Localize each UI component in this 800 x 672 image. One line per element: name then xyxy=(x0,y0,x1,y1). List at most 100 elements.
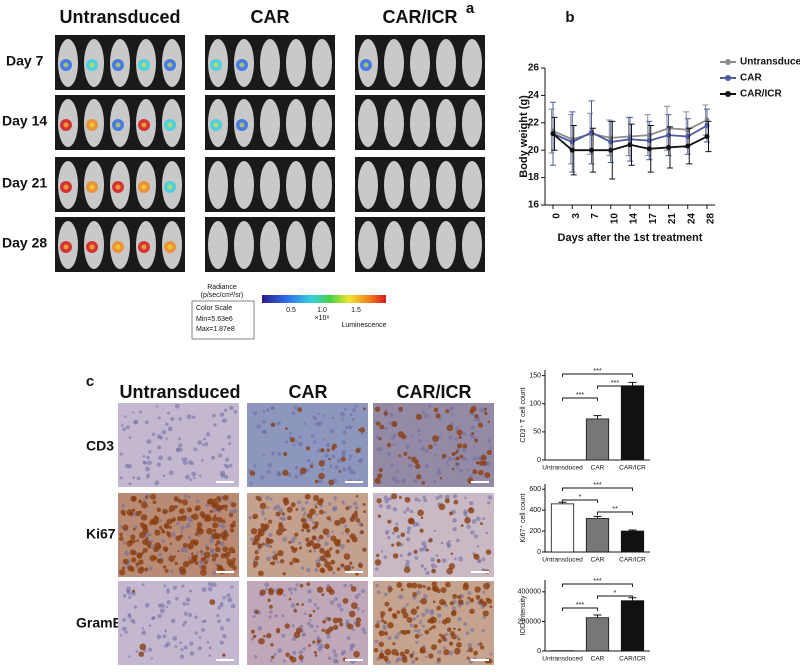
stained-cell xyxy=(384,659,388,662)
stained-cell xyxy=(258,637,265,645)
stained-cell xyxy=(304,493,311,500)
legend-label: CAR xyxy=(740,73,762,84)
stained-cell xyxy=(481,601,488,607)
nucleus xyxy=(268,615,272,619)
stained-cell xyxy=(349,516,355,523)
stained-cell xyxy=(136,539,140,543)
stained-cell xyxy=(331,443,338,449)
stained-cell xyxy=(398,454,402,458)
stained-cell xyxy=(309,464,314,469)
nucleus xyxy=(410,434,413,438)
nucleus xyxy=(194,615,198,619)
nucleus xyxy=(421,624,425,628)
nucleus xyxy=(462,432,467,437)
stained-cell xyxy=(419,528,424,533)
stained-cell xyxy=(460,524,464,528)
stained-cell xyxy=(322,619,327,624)
stained-cell xyxy=(314,505,318,509)
bar xyxy=(620,385,645,461)
luminescence-signal xyxy=(167,62,173,68)
stained-cell xyxy=(489,605,493,609)
nucleus xyxy=(166,600,171,605)
nucleus xyxy=(189,641,194,646)
stained-cell xyxy=(295,508,299,512)
nucleus xyxy=(197,646,202,651)
stained-cell xyxy=(328,589,335,596)
stained-cell xyxy=(329,547,333,551)
stained-cell xyxy=(340,563,345,568)
nucleus xyxy=(438,620,441,624)
nucleus xyxy=(253,464,257,468)
nucleus xyxy=(325,442,331,448)
nucleus xyxy=(163,584,167,588)
mouse xyxy=(260,39,280,87)
stained-cell xyxy=(162,546,169,552)
stained-cell xyxy=(486,598,492,604)
nucleus xyxy=(139,410,143,414)
nucleus xyxy=(226,618,231,623)
nucleus xyxy=(136,476,141,481)
stained-cell xyxy=(413,549,418,554)
stained-cell xyxy=(392,613,398,620)
nucleus xyxy=(148,566,153,571)
nucleus xyxy=(158,455,163,461)
stained-cell xyxy=(281,528,285,532)
nucleus xyxy=(448,650,454,656)
nucleus xyxy=(174,596,179,601)
nucleus xyxy=(401,478,406,484)
nucleus xyxy=(187,556,191,560)
legend-label: Untransduced xyxy=(740,57,800,68)
nucleus xyxy=(452,457,457,461)
nucleus xyxy=(290,603,296,608)
stained-cell xyxy=(448,563,456,570)
stained-cell xyxy=(222,653,226,657)
nucleus xyxy=(158,552,162,557)
nucleus xyxy=(221,447,225,452)
nucleus xyxy=(329,464,333,468)
nucleus xyxy=(224,474,229,480)
nucleus xyxy=(416,590,421,595)
stained-cell xyxy=(416,474,422,480)
nucleus xyxy=(251,637,255,641)
stained-cell xyxy=(345,506,350,511)
stained-cell xyxy=(455,456,460,461)
nucleus xyxy=(144,420,149,425)
nucleus xyxy=(389,413,394,417)
nucleus xyxy=(331,416,335,420)
luminescence-signal xyxy=(239,62,245,68)
column-header: Untransduced xyxy=(59,7,180,27)
error-bar xyxy=(593,515,602,519)
stained-cell xyxy=(216,540,221,545)
colorbar xyxy=(262,295,386,303)
stained-cell xyxy=(207,500,211,504)
nucleus xyxy=(225,464,230,469)
nucleus xyxy=(306,567,311,573)
stained-cell xyxy=(129,566,135,572)
nucleus xyxy=(346,636,351,640)
nucleus xyxy=(473,534,478,539)
stained-cell xyxy=(459,454,464,459)
nucleus xyxy=(166,588,170,592)
nucleus xyxy=(282,537,288,542)
nucleus xyxy=(189,478,193,482)
nucleus xyxy=(351,418,355,421)
point xyxy=(666,144,671,150)
nucleus xyxy=(292,536,297,541)
point xyxy=(608,147,614,153)
y-tick-label: 400000 xyxy=(518,589,541,596)
stained-cell xyxy=(270,422,275,428)
stained-cell xyxy=(410,608,418,615)
row-label: Ki67 xyxy=(86,526,116,542)
stained-cell xyxy=(338,470,342,473)
nucleus xyxy=(349,469,355,475)
nucleus xyxy=(186,414,192,420)
nucleus xyxy=(148,450,152,454)
stained-cell xyxy=(160,528,165,532)
nucleus xyxy=(228,442,232,446)
bar xyxy=(585,518,610,553)
stained-cell xyxy=(292,557,298,563)
nucleus xyxy=(300,566,305,571)
stained-cell xyxy=(453,647,461,655)
stained-cell xyxy=(215,546,221,553)
stained-cell xyxy=(452,593,458,599)
